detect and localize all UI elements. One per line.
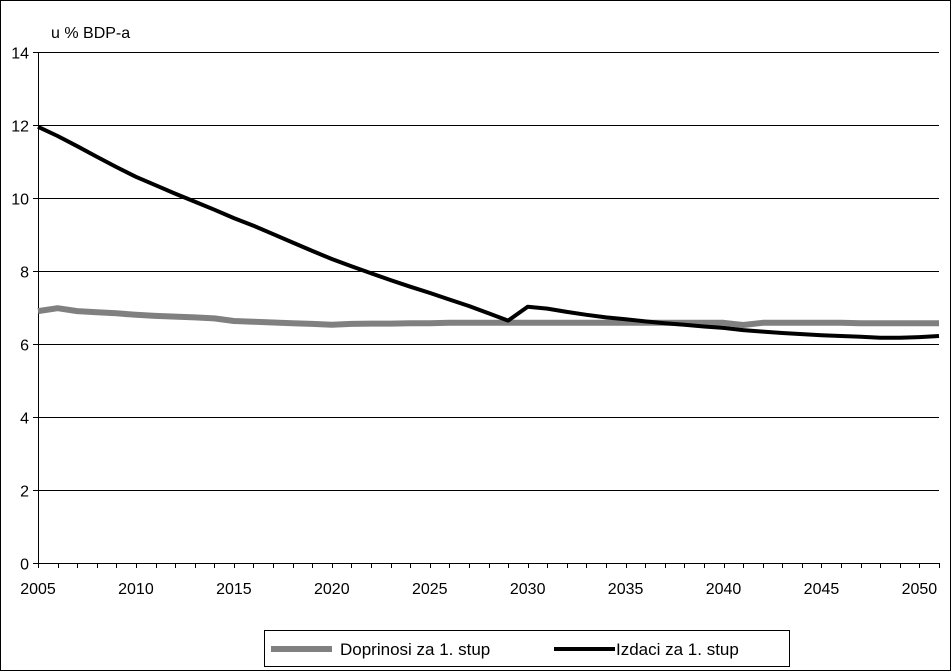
series-line-doprinosi (37, 305, 939, 328)
y-tick-label: 10 (11, 192, 29, 209)
y-tick-label: 0 (20, 557, 29, 574)
x-tick-label: 2015 (216, 581, 252, 598)
x-tick-label: 2040 (706, 581, 742, 598)
legend: Doprinosi za 1. stup Izdaci za 1. stup (264, 630, 790, 667)
y-tick-label: 4 (20, 411, 29, 428)
x-tick-label: 2020 (314, 581, 350, 598)
series-line-izdaci (37, 124, 940, 340)
series-lines (37, 124, 940, 340)
legend-box (264, 630, 790, 667)
y-tick-label: 6 (20, 338, 29, 355)
y-tick-label: 8 (20, 265, 29, 282)
x-tick-label: 2005 (20, 581, 56, 598)
x-tick-label: 2030 (510, 581, 546, 598)
y-tick-label: 14 (11, 46, 29, 63)
x-tick-label: 2010 (118, 581, 154, 598)
x-tick-label: 2035 (608, 581, 644, 598)
legend-label-doprinosi: Doprinosi za 1. stup (340, 640, 490, 659)
x-tick-label: 2025 (412, 581, 448, 598)
legend-label-izdaci: Izdaci za 1. stup (616, 640, 739, 659)
x-tick-label: 2045 (804, 581, 840, 598)
x-tick-label: 2050 (902, 581, 938, 598)
y-tick-label: 2 (20, 484, 29, 501)
axes (33, 52, 940, 568)
y-tick-label: 12 (11, 119, 29, 136)
tick-labels: 0 2 4 6 8 10 12 14 2005 2010 2015 2020 2025 2030 2035 2… (11, 46, 937, 599)
unit-label: u % BDP-a (51, 25, 130, 42)
